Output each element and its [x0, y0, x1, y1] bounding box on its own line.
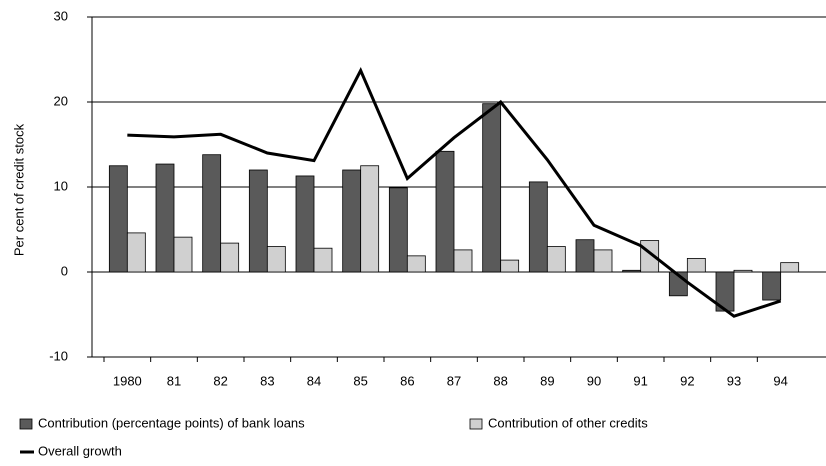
x-tick-label: 92: [680, 373, 694, 388]
legend-swatch: [19, 418, 33, 430]
bar: [342, 169, 362, 273]
legend-swatch: [469, 418, 483, 430]
bar: [780, 262, 800, 273]
x-tick-label: 90: [587, 373, 601, 388]
bar: [126, 232, 146, 273]
y-tick-label: 30: [54, 8, 68, 23]
bar: [108, 165, 128, 273]
bar: [593, 249, 613, 273]
x-tick-label: 88: [493, 373, 507, 388]
bar: [313, 247, 333, 273]
bar: [266, 246, 286, 273]
bar: [575, 239, 595, 273]
bar: [453, 249, 473, 273]
legend-label: Overall growth: [38, 443, 122, 458]
x-tick-label: 83: [260, 373, 274, 388]
x-tick-label: 94: [773, 373, 787, 388]
x-tick-label: 93: [727, 373, 741, 388]
bar: [482, 103, 502, 273]
y-tick-label: 20: [54, 93, 68, 108]
x-tick-label: 82: [213, 373, 227, 388]
legend-label: Contribution (percentage points) of bank…: [38, 415, 305, 430]
x-tick-label: 85: [353, 373, 367, 388]
bar: [220, 242, 240, 273]
x-tick-label: 84: [307, 373, 321, 388]
x-tick-label: 1980: [113, 373, 142, 388]
x-tick-label: 89: [540, 373, 554, 388]
x-tick-label: 81: [167, 373, 181, 388]
x-tick-label: 86: [400, 373, 414, 388]
y-axis-label: Per cent of credit stock: [11, 123, 26, 256]
bar: [762, 271, 782, 301]
bar: [406, 255, 426, 273]
legend-label: Contribution of other credits: [488, 415, 648, 430]
bar: [528, 181, 548, 273]
bar: [388, 187, 408, 273]
bar: [500, 259, 520, 273]
bar: [173, 236, 193, 273]
x-tick-label: 91: [633, 373, 647, 388]
bar: [155, 163, 175, 273]
bar: [622, 269, 642, 273]
bar: [435, 150, 455, 273]
bar: [686, 257, 706, 273]
bar: [733, 269, 753, 273]
line: [127, 67, 782, 318]
y-tick-label: 0: [61, 263, 68, 278]
bar: [248, 169, 268, 273]
x-tick-label: 87: [447, 373, 461, 388]
y-tick-label: 10: [54, 178, 68, 193]
bar: [360, 165, 380, 273]
bar: [202, 154, 222, 273]
bar: [295, 175, 315, 273]
bar: [546, 246, 566, 273]
y-tick-label: -10: [49, 348, 68, 363]
